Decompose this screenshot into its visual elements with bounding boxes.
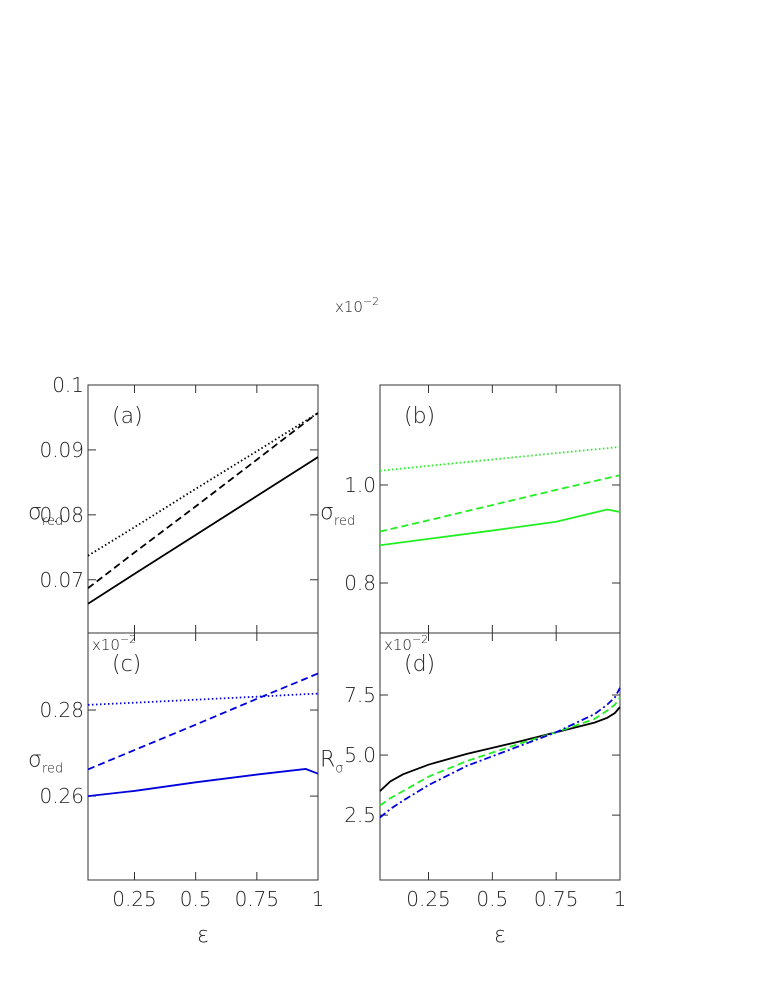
data-line xyxy=(379,706,621,792)
panel-label: (a) xyxy=(112,404,143,429)
data-line xyxy=(379,474,621,533)
y-tick-label: 7.5 xyxy=(344,683,376,707)
multiplier-base: x10 xyxy=(92,636,120,654)
plot-frame xyxy=(87,632,319,881)
y-tick-label: 2.5 xyxy=(344,803,376,827)
multiplier-base: x10 xyxy=(384,636,412,654)
panel-label: (d) xyxy=(404,652,435,677)
x-tick-label: 0.75 xyxy=(235,887,280,911)
multiplier: x10−2 xyxy=(384,633,428,654)
y-label-sub: σ xyxy=(335,762,343,777)
x-tick-label: 0.25 xyxy=(112,887,157,911)
y-tick-label: 5.0 xyxy=(344,743,376,767)
data-line xyxy=(87,412,319,557)
y-label-sub: red xyxy=(42,514,63,529)
x-tick-label: 0.75 xyxy=(534,887,579,911)
y-label-main: σ xyxy=(28,748,42,773)
multiplier-base: x10 xyxy=(335,298,363,316)
y-tick-label: 0.28 xyxy=(39,698,84,722)
panel-label: (b) xyxy=(404,404,435,429)
plot-frame xyxy=(379,632,621,881)
x-tick-label: 0.25 xyxy=(406,887,451,911)
y-tick-label: 0.08 xyxy=(39,503,84,527)
y-tick-label: 0.26 xyxy=(39,784,84,808)
x-tick-label: 0.5 xyxy=(180,887,212,911)
y-axis-label: σred xyxy=(28,748,63,777)
data-line xyxy=(379,508,621,547)
y-label-main: R xyxy=(320,748,335,773)
x-tick-label: 1 xyxy=(312,887,325,911)
multiplier-exp: −2 xyxy=(412,633,428,646)
y-tick-label: 0.09 xyxy=(39,438,84,462)
data-line xyxy=(87,692,319,706)
y-tick-label: 1.0 xyxy=(344,473,376,497)
y-axis-label: σred xyxy=(320,500,355,529)
x-tick-label: 0.5 xyxy=(476,887,508,911)
y-label-sub: red xyxy=(334,514,355,529)
data-line xyxy=(87,456,319,605)
multiplier: x10−2 xyxy=(335,295,379,316)
multiplier: x10−2 xyxy=(92,633,136,654)
y-tick-label: 0.8 xyxy=(344,571,376,595)
data-line xyxy=(87,768,319,797)
x-tick-label: 1 xyxy=(614,887,627,911)
data-line xyxy=(379,445,621,472)
data-line xyxy=(87,412,319,589)
y-label-main: σ xyxy=(320,500,334,525)
data-line xyxy=(379,687,621,819)
x-axis-label: ε xyxy=(494,923,506,948)
multiplier-exp: −2 xyxy=(363,295,379,308)
data-line xyxy=(87,672,319,771)
y-tick-label: 0.07 xyxy=(39,568,84,592)
data-line xyxy=(379,696,621,807)
y-axis-label: σred xyxy=(28,500,63,529)
y-label-sub: red xyxy=(42,762,63,777)
x-axis-label: ε xyxy=(197,923,209,948)
panel-label: (c) xyxy=(112,652,141,677)
y-label-main: σ xyxy=(28,500,42,525)
multiplier-exp: −2 xyxy=(120,633,136,646)
y-tick-label: 0.1 xyxy=(52,373,84,397)
y-axis-label: Rσ xyxy=(320,748,344,777)
